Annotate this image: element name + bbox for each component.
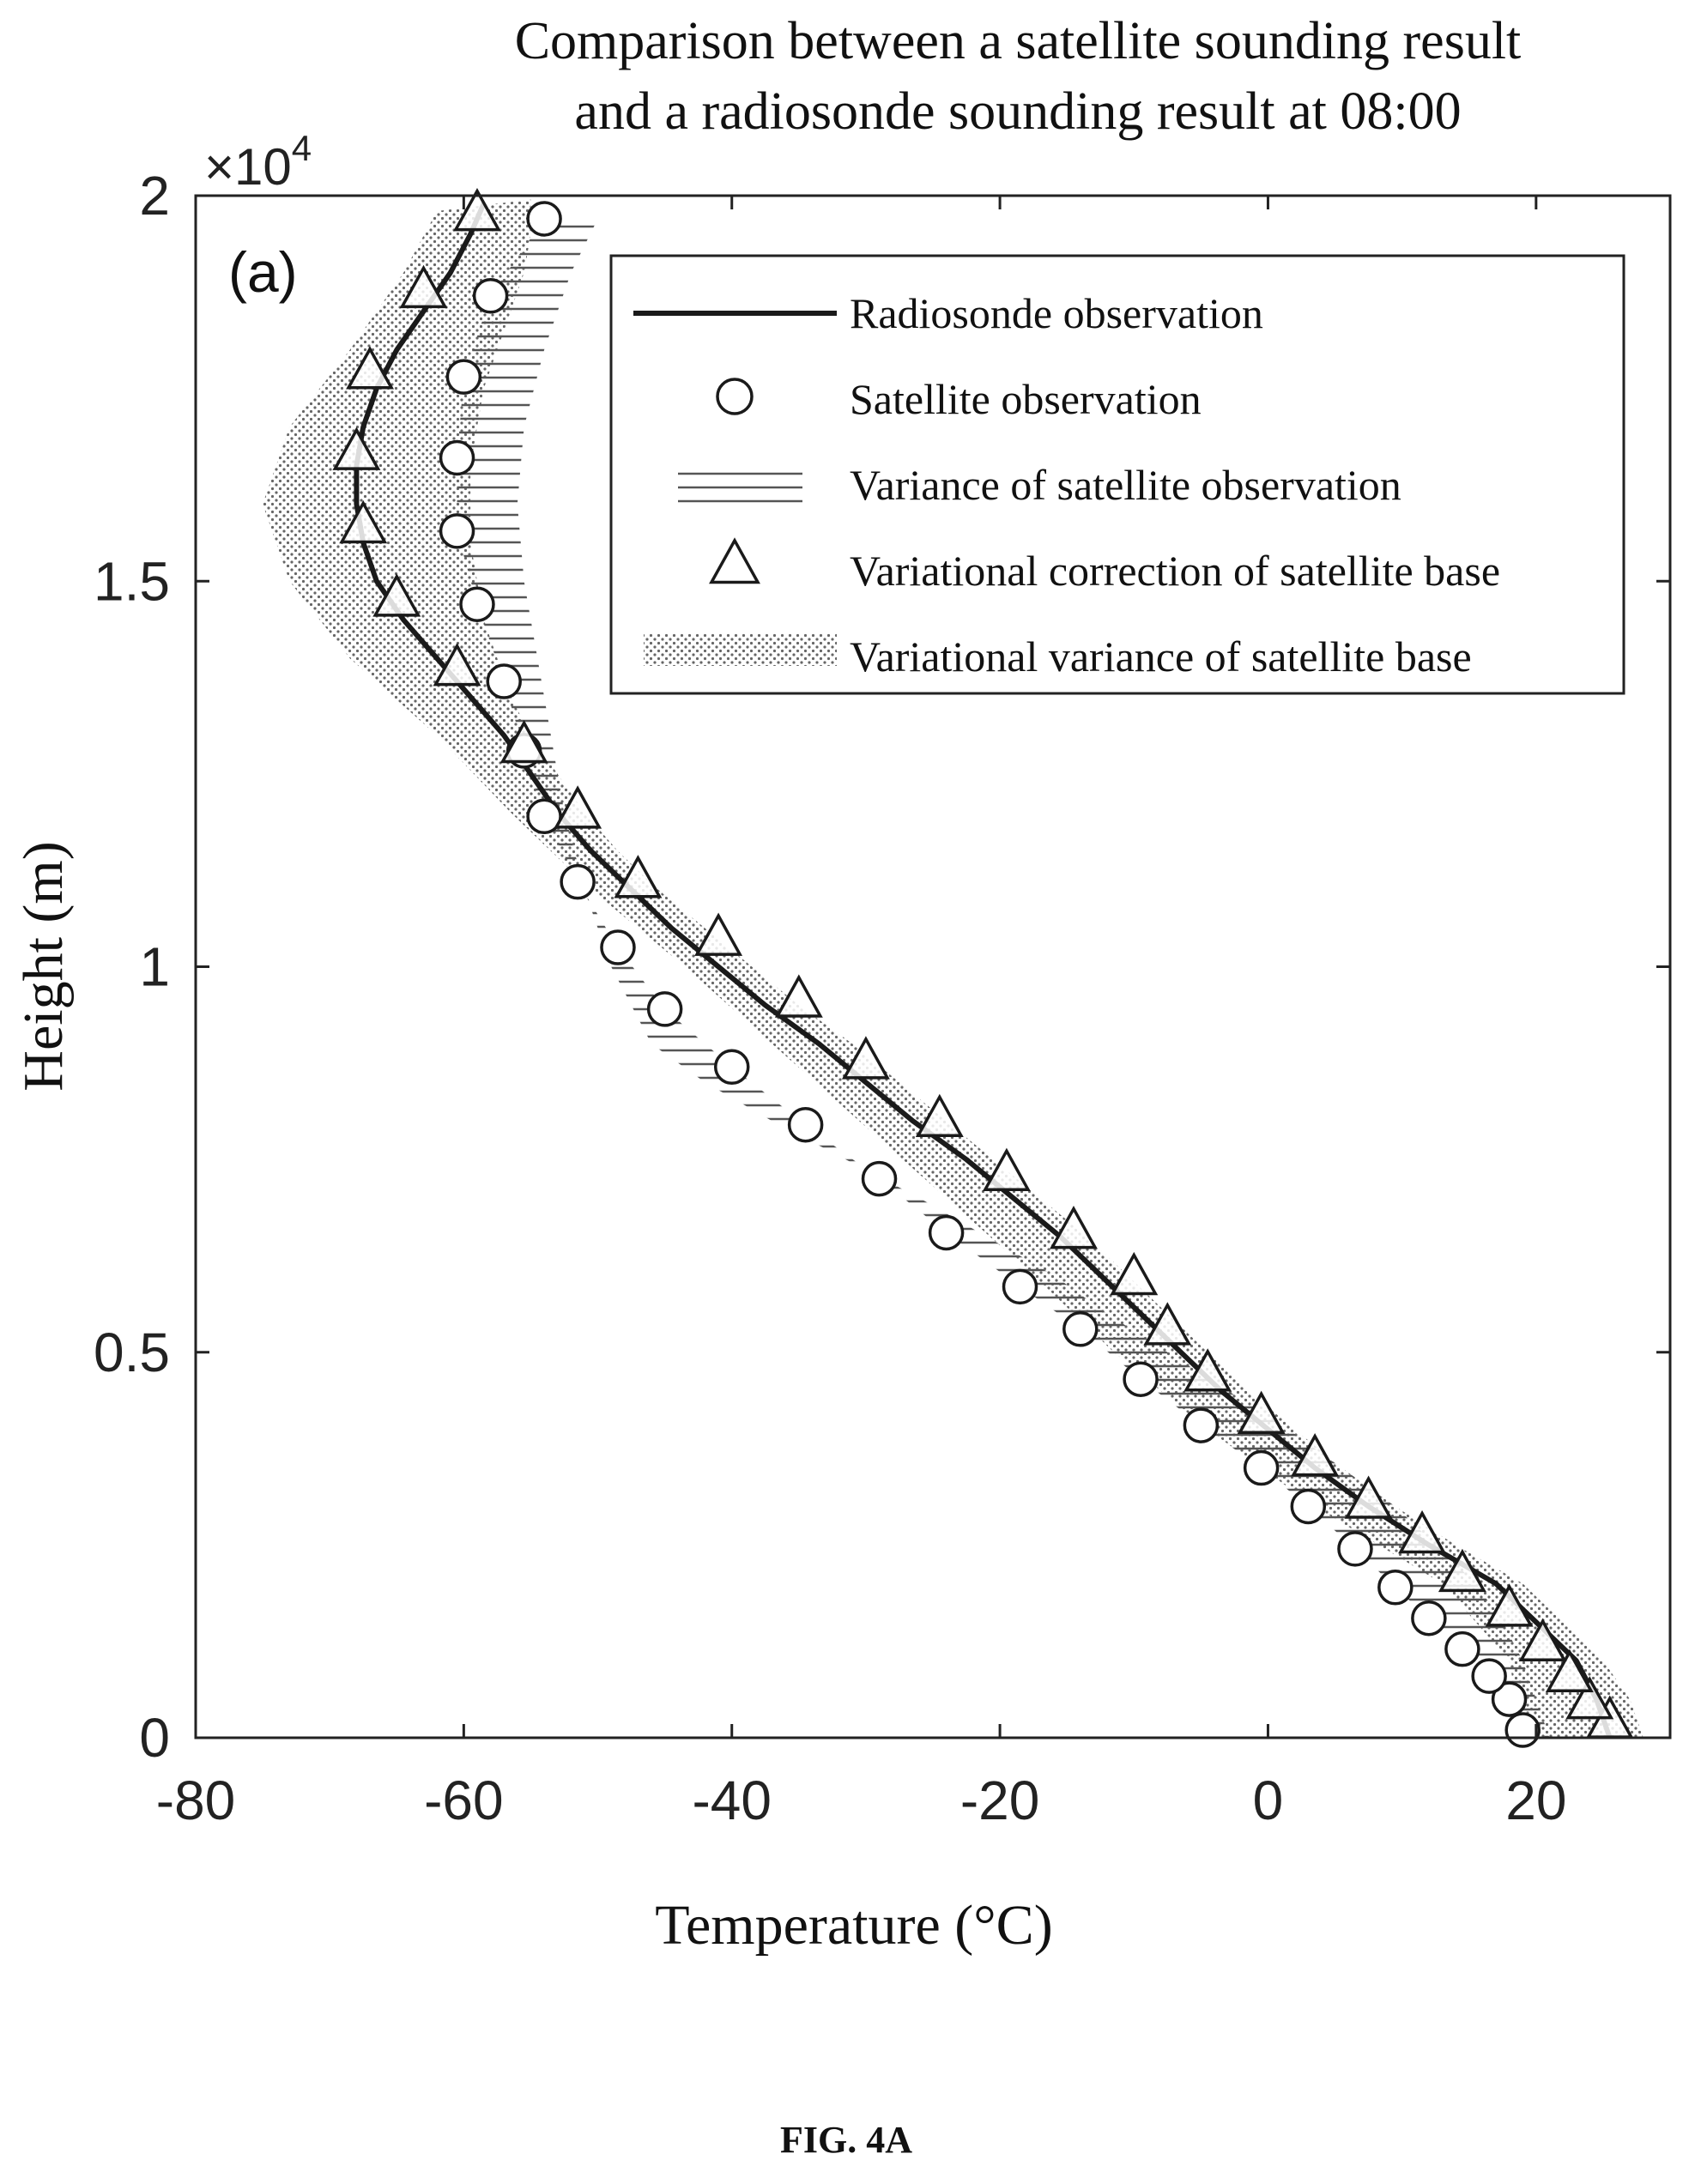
satellite-point [1377,1570,1414,1606]
chart-title-line-2: and a radiosonde sounding result at 08:0… [574,82,1461,141]
variational-correction-point [982,1147,1031,1191]
chart-title-line-1: Comparison between a satellite sounding … [515,12,1522,70]
satellite-point [459,586,495,622]
y-tick-label: 0 [139,1707,170,1769]
x-tick-label: -20 [960,1770,1040,1831]
satellite-point [1002,1268,1038,1305]
legend-dot-symbol [644,633,837,666]
legend: Radiosonde observation Satellite observa… [609,254,1625,695]
y-tick-label: 1 [139,936,170,998]
satellite-point [928,1214,965,1251]
satellite-point [439,439,475,476]
x-tick-label: 20 [1505,1770,1566,1831]
variational-correction-point [332,427,381,470]
variational-correction-point [1518,1618,1567,1662]
variational-correction-point [372,573,421,617]
legend-label-satellite-variance: Variance of satellite observation [850,461,1401,509]
satellite-point [526,798,562,835]
y-tick-label: 0.5 [94,1322,170,1383]
variational-correction-point [453,187,501,232]
satellite-point [1491,1681,1528,1717]
y-axis-label: Height (m) [12,841,75,1091]
variational-correction-point [1143,1302,1192,1346]
legend-label-variational-correction: Variational correction of satellite base [850,547,1500,595]
variational-correction-point [1344,1475,1393,1519]
variational-correction-point [346,346,395,390]
variational-correction-point [1398,1509,1447,1554]
variational-correction-point [614,855,663,898]
satellite-point [439,513,475,549]
y-tick-label: 2 [139,165,170,227]
x-axis-label: Temperature (°C) [655,1894,1052,1957]
variational-correction-point [554,785,602,829]
satellite-point [560,863,596,900]
satellite-point [445,359,482,395]
axis-ticks: -80 -60 -40 -20 0 20 0 0.5 1 1.5 2 [94,165,1670,1831]
variational-correction-point [1183,1348,1232,1392]
satellite-point [713,1049,750,1086]
variational-correction-point [433,643,481,687]
legend-triangle-symbol [709,537,760,584]
legend-label-variational-variance: Variational variance of satellite base [850,632,1472,681]
satellite-point [861,1160,898,1197]
markers-layer [332,187,1634,1748]
figure-label: FIG. 4A [780,2119,912,2161]
y-tick-label: 1.5 [94,550,170,612]
satellite-point [787,1106,824,1143]
legend-hatch-symbol [678,463,802,506]
x-tick-label: -40 [692,1770,772,1831]
variational-correction-point [841,1036,890,1080]
legend-symbols [633,311,837,666]
satellite-point [1243,1449,1280,1486]
variational-correction-point [1050,1205,1098,1249]
variational-correction-point [399,264,448,309]
variational-correction-point [1438,1548,1486,1593]
panel-label: (a) [228,240,298,304]
variational-correction-point [339,499,388,544]
satellite-point [1504,1712,1541,1748]
variational-correction-point [1291,1433,1340,1477]
satellite-variance-band [457,218,1550,1738]
satellite-point [1444,1630,1480,1667]
satellite-point [1290,1488,1327,1525]
x-tick-label: 0 [1253,1770,1284,1831]
satellite-point [1183,1407,1220,1443]
satellite-point [1337,1531,1373,1567]
satellite-point [486,663,522,699]
satellite-point [526,201,562,237]
satellite-point [600,929,636,965]
satellite-point [1411,1600,1447,1636]
variational-correction-point [1545,1649,1594,1692]
satellite-point [646,991,683,1027]
variational-correction-point [1565,1676,1614,1720]
legend-label-satellite: Satellite observation [850,375,1202,423]
satellite-point [472,278,509,314]
satellite-point [1123,1361,1159,1397]
legend-circle-symbol [716,378,754,415]
variational-correction-point [694,912,743,956]
variational-variance-band [263,199,1644,1738]
variational-correction-point [1237,1390,1286,1434]
variational-correction-point [774,974,823,1018]
variational-correction-point [915,1093,964,1138]
satellite-point [1062,1311,1099,1347]
legend-label-radiosonde: Radiosonde observation [850,289,1263,337]
variational-correction-point [499,719,548,764]
x-tick-label: -60 [424,1770,504,1831]
bands-layer [263,199,1644,1738]
x-tick-label: -80 [156,1770,236,1831]
variational-correction-point [1110,1251,1159,1296]
satellite-point [1471,1658,1507,1694]
variational-correction-point [1485,1583,1534,1627]
y-axis-multiplier: ×104 [204,128,312,196]
